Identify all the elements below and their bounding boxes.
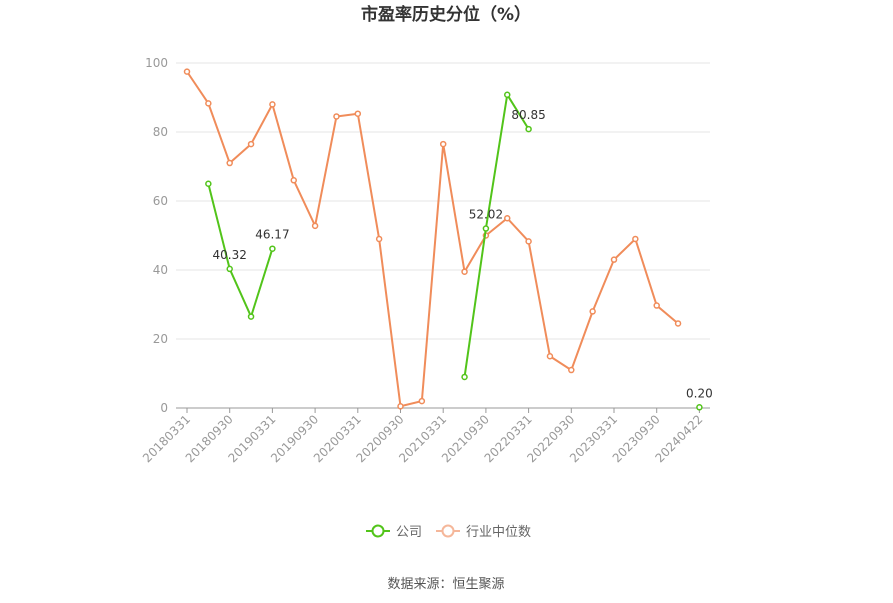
legend: 公司 行业中位数 — [366, 524, 531, 540]
legend-label-company: 公司 — [396, 525, 422, 540]
data-point[interactable] — [610, 256, 618, 263]
data-point[interactable] — [525, 238, 532, 245]
data-label: 52.02 — [469, 208, 503, 222]
data-label: 40.32 — [213, 248, 247, 262]
data-point[interactable] — [375, 235, 383, 243]
data-point[interactable] — [461, 268, 468, 275]
data-point[interactable] — [653, 302, 660, 309]
data-labels: 40.32 46.17 52.02 80.85 0.20 — [213, 108, 713, 400]
data-point[interactable] — [183, 68, 191, 75]
data-point[interactable] — [269, 101, 276, 108]
data-point[interactable] — [311, 222, 319, 230]
y-tick-label: 20 — [153, 332, 168, 346]
chart-title: 市盈率历史分位（%） — [361, 4, 531, 25]
data-point[interactable] — [290, 177, 297, 184]
data-source: 数据来源：恒生聚源 — [387, 577, 504, 592]
series-company — [205, 91, 703, 411]
data-point[interactable] — [504, 215, 511, 222]
data-point[interactable] — [397, 403, 404, 410]
data-point[interactable] — [546, 353, 554, 360]
data-point[interactable] — [461, 373, 468, 381]
series-line — [463, 91, 530, 378]
data-point[interactable] — [504, 91, 511, 98]
data-point[interactable] — [418, 397, 426, 405]
legend-item-industry-median[interactable]: 行业中位数 — [436, 524, 531, 540]
data-label: 46.17 — [255, 228, 289, 242]
series-industry-median — [183, 68, 682, 410]
data-point[interactable] — [632, 235, 639, 243]
data-label: 80.85 — [511, 108, 545, 122]
legend-label-industry-median: 行业中位数 — [466, 525, 531, 540]
series-line — [186, 71, 679, 408]
data-point[interactable] — [247, 140, 255, 148]
data-point[interactable] — [674, 320, 682, 327]
data-point[interactable] — [226, 159, 233, 167]
y-tick-label: 40 — [153, 263, 168, 277]
data-point[interactable] — [354, 110, 362, 117]
data-point[interactable] — [589, 308, 596, 315]
data-point[interactable] — [333, 113, 340, 120]
data-point[interactable] — [439, 140, 447, 148]
y-tick-label: 100 — [145, 56, 168, 70]
data-label: 0.20 — [686, 386, 713, 400]
y-tick-label: 0 — [160, 401, 168, 415]
series-line — [207, 183, 274, 320]
legend-item-company[interactable]: 公司 — [366, 524, 422, 540]
data-point[interactable] — [696, 404, 703, 411]
data-point[interactable] — [269, 245, 276, 252]
data-point[interactable] — [205, 100, 212, 107]
y-tick-label: 60 — [153, 194, 168, 208]
data-point[interactable] — [568, 366, 575, 374]
y-tick-label: 80 — [153, 125, 168, 139]
data-point[interactable] — [525, 125, 532, 133]
series-layer — [183, 68, 703, 411]
data-point[interactable] — [247, 313, 255, 320]
data-point[interactable] — [226, 265, 233, 273]
data-point[interactable] — [482, 225, 490, 232]
data-point[interactable] — [205, 180, 212, 187]
